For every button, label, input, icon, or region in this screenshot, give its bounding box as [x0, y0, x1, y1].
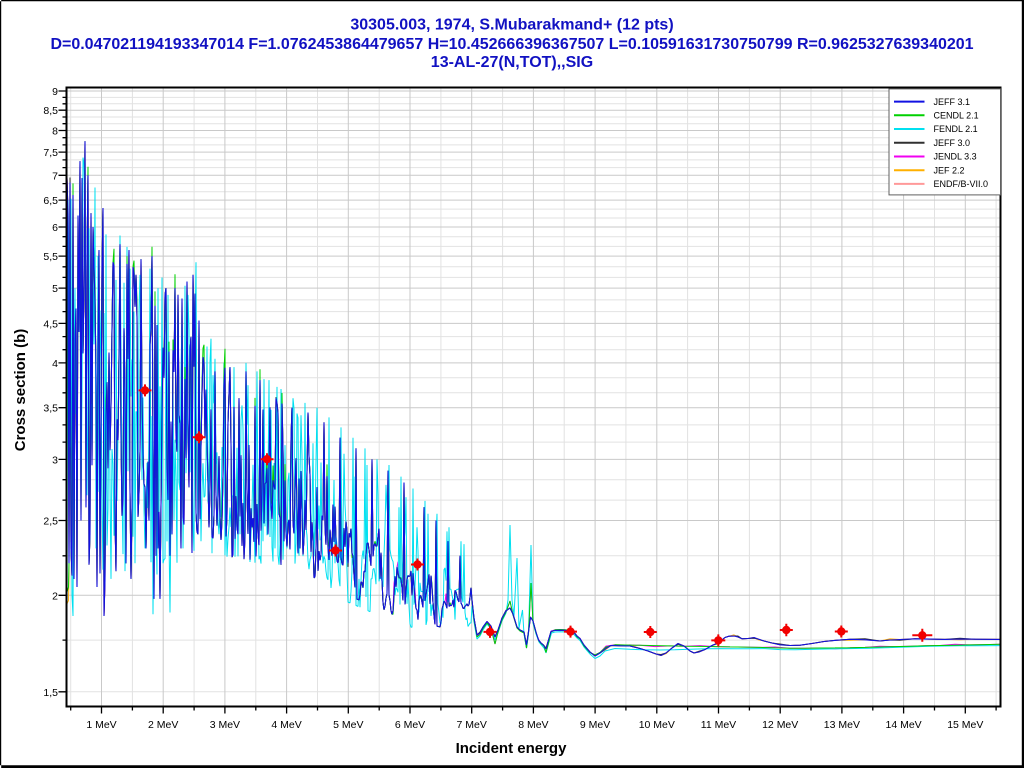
svg-text:8 MeV: 8 MeV	[518, 719, 548, 731]
svg-text:2: 2	[52, 590, 58, 602]
svg-text:5: 5	[52, 283, 58, 295]
svg-text:9 MeV: 9 MeV	[580, 719, 610, 731]
svg-text:JENDL 3.3: JENDL 3.3	[934, 152, 977, 162]
svg-text:13 MeV: 13 MeV	[824, 719, 860, 731]
svg-text:8,5: 8,5	[43, 105, 58, 117]
svg-text:1,5: 1,5	[43, 687, 58, 699]
svg-text:FENDL 2.1: FENDL 2.1	[934, 124, 978, 134]
svg-text:1 MeV: 1 MeV	[86, 719, 116, 731]
svg-text:JEF 2.2: JEF 2.2	[934, 165, 965, 175]
svg-text:11 MeV: 11 MeV	[701, 719, 736, 731]
svg-text:4 MeV: 4 MeV	[271, 719, 301, 731]
svg-text:9: 9	[52, 86, 58, 98]
svg-text:Cross section (b): Cross section (b)	[12, 329, 29, 452]
svg-text:ENDF/B-VII.0: ENDF/B-VII.0	[934, 179, 989, 189]
svg-text:4: 4	[52, 358, 58, 370]
svg-text:8: 8	[52, 126, 58, 138]
svg-text:6,5: 6,5	[43, 195, 58, 207]
svg-text:5,5: 5,5	[43, 251, 58, 263]
svg-text:D=0.047021194193347014 F=1.076: D=0.047021194193347014 F=1.0762453864479…	[50, 36, 973, 53]
svg-text:13-AL-27(N,TOT),,SIG: 13-AL-27(N,TOT),,SIG	[431, 54, 593, 71]
svg-text:2,5: 2,5	[43, 516, 58, 528]
svg-text:14 MeV: 14 MeV	[886, 719, 922, 731]
svg-text:2 MeV: 2 MeV	[148, 719, 178, 731]
svg-text:JEFF 3.0: JEFF 3.0	[934, 138, 971, 148]
svg-text:JEFF 3.1: JEFF 3.1	[934, 97, 971, 107]
svg-text:7,5: 7,5	[43, 147, 58, 159]
svg-text:Incident energy: Incident energy	[456, 740, 568, 757]
svg-text:3 MeV: 3 MeV	[210, 719, 240, 731]
svg-text:5 MeV: 5 MeV	[333, 719, 363, 731]
svg-text:10 MeV: 10 MeV	[639, 719, 675, 731]
svg-text:CENDL 2.1: CENDL 2.1	[934, 111, 979, 121]
svg-text:4,5: 4,5	[43, 318, 58, 330]
svg-text:30305.003, 1974, S.Mubarakmand: 30305.003, 1974, S.Mubarakmand+ (12 pts)	[350, 17, 673, 34]
svg-text:3: 3	[52, 454, 58, 466]
svg-text:7: 7	[52, 170, 58, 182]
svg-text:7 MeV: 7 MeV	[457, 719, 487, 731]
svg-text:12 MeV: 12 MeV	[762, 719, 798, 731]
svg-text:15 MeV: 15 MeV	[947, 719, 983, 731]
svg-text:6: 6	[52, 222, 58, 234]
svg-text:6 MeV: 6 MeV	[395, 719, 425, 731]
svg-text:3,5: 3,5	[43, 403, 58, 415]
